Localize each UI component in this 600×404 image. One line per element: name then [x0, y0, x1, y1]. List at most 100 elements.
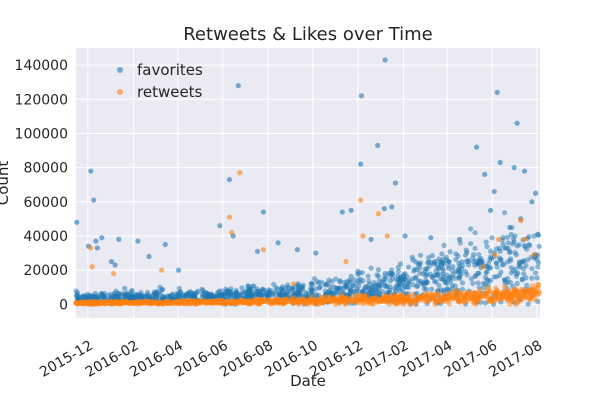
retweets-point — [88, 245, 94, 251]
retweets-point — [421, 293, 427, 299]
favorites-point — [361, 287, 368, 294]
favorites-point — [441, 287, 447, 293]
retweets-point — [409, 291, 415, 298]
retweets-point — [335, 297, 341, 303]
favorites-point — [464, 272, 470, 278]
retweets-point — [359, 300, 365, 306]
retweets-point — [492, 252, 498, 258]
favorites-point — [254, 248, 261, 254]
favorites-point — [235, 82, 241, 89]
favorites-point — [463, 258, 469, 264]
favorites-point — [249, 292, 255, 299]
favorites-point — [108, 259, 115, 265]
retweets-point — [431, 293, 438, 299]
x-axis-label: Date — [290, 372, 326, 390]
favorites-point — [116, 236, 122, 242]
legend-marker-retweets — [117, 89, 123, 95]
retweets-point — [358, 293, 364, 300]
retweets-point — [111, 270, 117, 277]
retweets-point — [128, 300, 134, 306]
favorites-point — [487, 207, 494, 213]
favorites-point — [322, 288, 328, 294]
favorites-point — [424, 279, 430, 285]
favorites-point — [339, 209, 345, 215]
favorites-point — [511, 239, 517, 245]
favorites-point — [519, 277, 525, 283]
retweets-point — [158, 299, 164, 305]
favorites-point — [276, 291, 283, 297]
favorites-point — [389, 204, 395, 210]
retweets-point — [167, 300, 173, 306]
retweets-point — [189, 299, 195, 306]
favorites-point — [462, 252, 469, 258]
favorites-point — [417, 252, 424, 258]
favorites-point — [521, 258, 527, 264]
retweets-point — [505, 297, 511, 303]
favorites-point — [369, 284, 376, 290]
favorites-point — [493, 260, 500, 266]
retweets-point — [274, 299, 280, 305]
retweets-point — [386, 301, 393, 307]
favorites-point — [162, 241, 168, 248]
favorites-point — [226, 176, 233, 183]
retweets-point — [158, 267, 165, 273]
favorites-point — [344, 278, 351, 285]
favorites-point — [476, 251, 482, 258]
favorites-point — [260, 209, 266, 215]
favorites-point — [529, 275, 535, 281]
retweets-point — [360, 233, 366, 239]
favorites-point — [449, 282, 455, 289]
favorites-point — [524, 282, 530, 288]
favorites-point — [453, 251, 459, 257]
legend-marker-favorites — [117, 67, 123, 73]
favorites-point — [504, 234, 511, 240]
favorites-point — [355, 268, 361, 274]
retweets-point — [393, 300, 399, 307]
favorites-point — [268, 291, 275, 297]
favorites-point — [359, 269, 365, 276]
retweets-point — [515, 296, 521, 303]
favorites-point — [176, 285, 182, 291]
favorites-point — [187, 288, 193, 295]
favorites-point — [411, 266, 418, 273]
favorites-point — [329, 278, 335, 284]
retweets-point — [367, 299, 373, 305]
favorites-point — [154, 288, 160, 295]
favorites-point — [360, 278, 366, 284]
favorites-point — [387, 278, 393, 284]
favorites-point — [521, 271, 527, 277]
favorites-point — [505, 240, 511, 246]
retweets-point — [399, 292, 405, 298]
favorites-point — [273, 285, 279, 291]
favorites-point — [93, 238, 99, 244]
favorites-point — [459, 280, 466, 286]
favorites-point — [80, 294, 86, 300]
favorites-point — [529, 199, 535, 205]
favorites-point — [504, 279, 511, 286]
retweets-point — [320, 297, 326, 303]
retweets-point — [433, 300, 439, 306]
retweets-point — [77, 300, 83, 306]
y-tick-label: 0 — [59, 297, 68, 313]
retweets-point — [485, 286, 491, 293]
favorites-point — [200, 287, 206, 294]
favorites-point — [473, 144, 480, 150]
favorites-point — [436, 282, 442, 289]
favorites-point — [494, 264, 500, 270]
retweets-point — [521, 236, 528, 242]
favorites-point — [442, 280, 449, 286]
favorites-point — [440, 265, 446, 271]
retweets-point — [400, 298, 406, 304]
favorites-point — [233, 290, 239, 296]
favorites-point — [500, 241, 506, 248]
favorites-point — [482, 281, 489, 287]
retweets-point — [411, 297, 417, 304]
retweets-point — [435, 290, 441, 297]
retweets-point — [300, 298, 306, 305]
favorites-point — [157, 284, 163, 290]
favorites-point — [86, 293, 92, 299]
favorites-point — [279, 287, 286, 293]
favorites-point — [122, 285, 128, 291]
favorites-point — [441, 242, 447, 249]
retweets-point — [445, 290, 452, 296]
